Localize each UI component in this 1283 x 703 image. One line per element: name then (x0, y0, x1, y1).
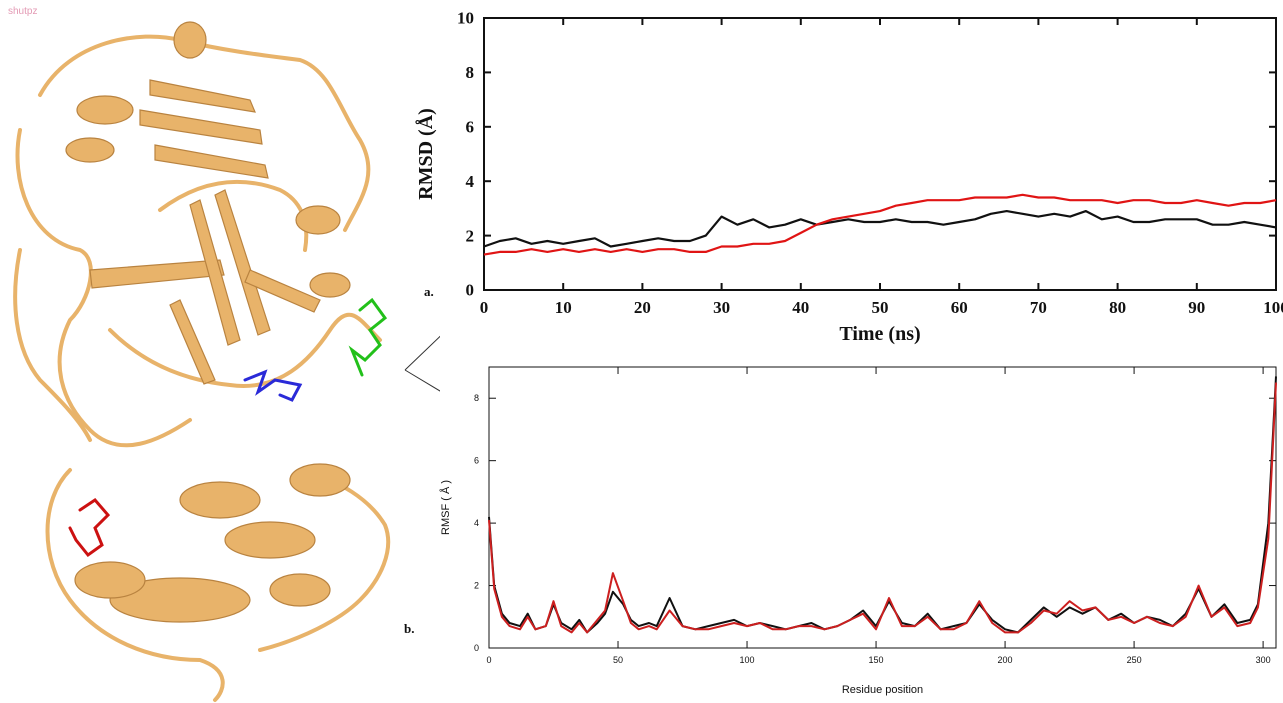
chart-rmsf-series-1-line (488, 376, 1277, 634)
chart-rmsd-series-1-line (483, 210, 1277, 248)
coil-loops (13, 34, 391, 702)
chart-rmsf-x-tick-label: 100 (740, 655, 755, 665)
callout-arrows (404, 335, 440, 392)
chart-rmsd-x-tick-label: 60 (951, 298, 968, 317)
panel-b-label: b. (404, 621, 415, 636)
chart-rmsf-x-axis-label: Residue position (842, 684, 923, 696)
chart-rmsd-series-2-line (483, 193, 1277, 256)
chart-rmsd-y-tick-label: 2 (466, 226, 475, 245)
chart-rmsf-x-tick-label: 200 (998, 655, 1013, 665)
chart-rmsf-y-tick-label: 2 (474, 581, 479, 591)
beta-sheets (89, 79, 321, 385)
chart-rmsd-y-axis-label: RMSD (Å) (414, 108, 437, 200)
chart-rmsd-x-tick-label: 70 (1030, 298, 1047, 317)
chart-rmsd-y-tick-label: 8 (466, 63, 475, 82)
chart-rmsf-x-tick-label: 300 (1256, 655, 1271, 665)
chart-rmsf-x-tick-label: 150 (869, 655, 884, 665)
chart-rmsf-frame (488, 366, 1277, 649)
chart-rmsf-y-tick-label: 6 (474, 456, 479, 466)
chart-rmsd-x-tick-label: 30 (713, 298, 730, 317)
alpha-helices (65, 21, 351, 623)
panel-a-label: a. (424, 284, 434, 299)
chart-rmsd-x-tick-label: 80 (1109, 298, 1126, 317)
ligand-green (348, 297, 388, 377)
chart-rmsd-x-tick-label: 50 (872, 298, 889, 317)
chart-rmsf-x-tick-label: 250 (1127, 655, 1142, 665)
ligands (68, 297, 388, 558)
chart-rmsf-series-2-line (488, 382, 1277, 634)
chart-rmsf-x-tick-label: 50 (613, 655, 623, 665)
chart-rmsf-y-tick-label: 4 (474, 518, 479, 528)
chart-rmsf-y-axis-label: RMSF ( Å ) (439, 480, 452, 535)
ligand-red (68, 498, 111, 558)
ligand-blue (243, 369, 303, 402)
chart-rmsf-y-tick-label: 8 (474, 393, 479, 403)
chart-rmsd-x-tick-label: 100 (1263, 298, 1283, 317)
chart-rmsd-y-tick-label: 6 (466, 117, 475, 136)
chart-rmsd-y-tick-label: 4 (466, 172, 475, 191)
chart-rmsd-x-tick-label: 0 (480, 298, 489, 317)
chart-rmsd-x-tick-label: 90 (1188, 298, 1205, 317)
chart-rmsd-x-tick-label: 10 (555, 298, 572, 317)
chart-rmsd-x-axis-label: Time (ns) (839, 323, 920, 345)
chart-rmsd-frame (483, 17, 1277, 291)
chart-rmsd-y-tick-label: 10 (457, 9, 474, 28)
protein-structure (13, 21, 440, 702)
corner-label: shutpz (8, 6, 38, 17)
chart-rmsd-x-tick-label: 40 (792, 298, 809, 317)
chart-rmsd-x-tick-label: 20 (634, 298, 651, 317)
chart-rmsd-y-tick-label: 0 (466, 281, 475, 300)
chart-rmsf-y-tick-label: 0 (474, 643, 479, 653)
chart-rmsf-x-tick-label: 0 (486, 655, 491, 665)
